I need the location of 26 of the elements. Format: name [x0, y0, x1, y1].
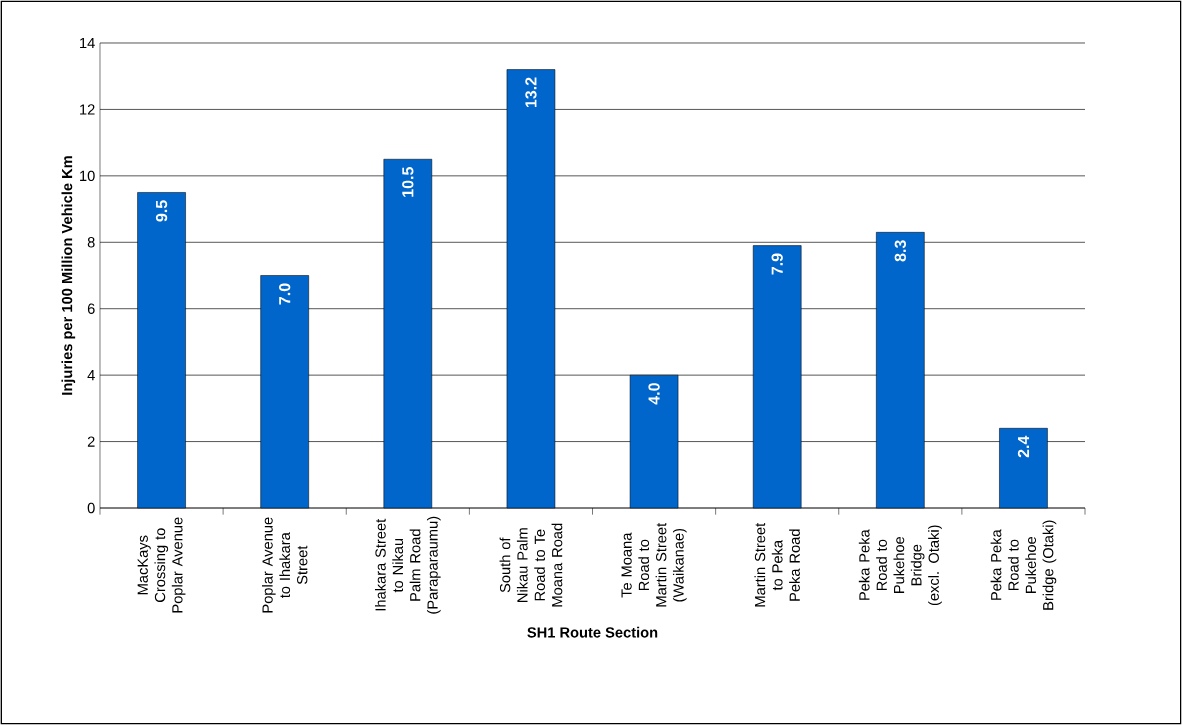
data-label: 7.0 [279, 283, 291, 305]
y-tick-label: 14 [80, 37, 95, 49]
data-label: 8.3 [894, 240, 906, 262]
x-tick-label: Martin Street to Peka Peka Road [754, 522, 800, 607]
data-label: 4.0 [648, 383, 660, 405]
y-tick-label: 2 [87, 436, 95, 447]
x-tick-label: Te Moana Road to Martin Street (Waikanae) [621, 522, 687, 607]
x-axis-title: SH1 Route Section [527, 626, 658, 638]
data-label: 7.9 [771, 253, 783, 275]
data-label: 10.5 [402, 167, 414, 197]
data-label: 2.4 [1017, 435, 1030, 458]
y-tick-label: 12 [80, 104, 95, 115]
y-tick-label: 6 [87, 303, 95, 314]
data-label: 9.5 [155, 200, 168, 222]
y-tick-label: 0 [87, 502, 95, 514]
data-label: 13.2 [525, 77, 537, 108]
y-axis-title: Injuries per 100 Million Vehicle Km [61, 156, 76, 395]
x-tick-label: Peka Peka Road to Pukehoe Bridge (excl. Otaki) [858, 525, 942, 606]
x-tick-label: Poplar Avenue to Ihakara Street [261, 517, 308, 613]
x-tick-label: Peka Peka Road to Pukehoe Bridge (Otaki) [990, 520, 1057, 610]
y-tick-label: 8 [87, 237, 95, 248]
y-tick-label: 10 [80, 170, 95, 182]
x-tick-label: South of Nikau Palm Road to Te Moana Road [499, 523, 563, 607]
x-tick-label: MacKays Crossing to Poplar Avenue [137, 517, 186, 613]
y-tick-label: 4 [87, 370, 95, 381]
x-tick-label: Ihakara Street to Nikau Palm Road (Paraparaumu) [374, 516, 441, 614]
